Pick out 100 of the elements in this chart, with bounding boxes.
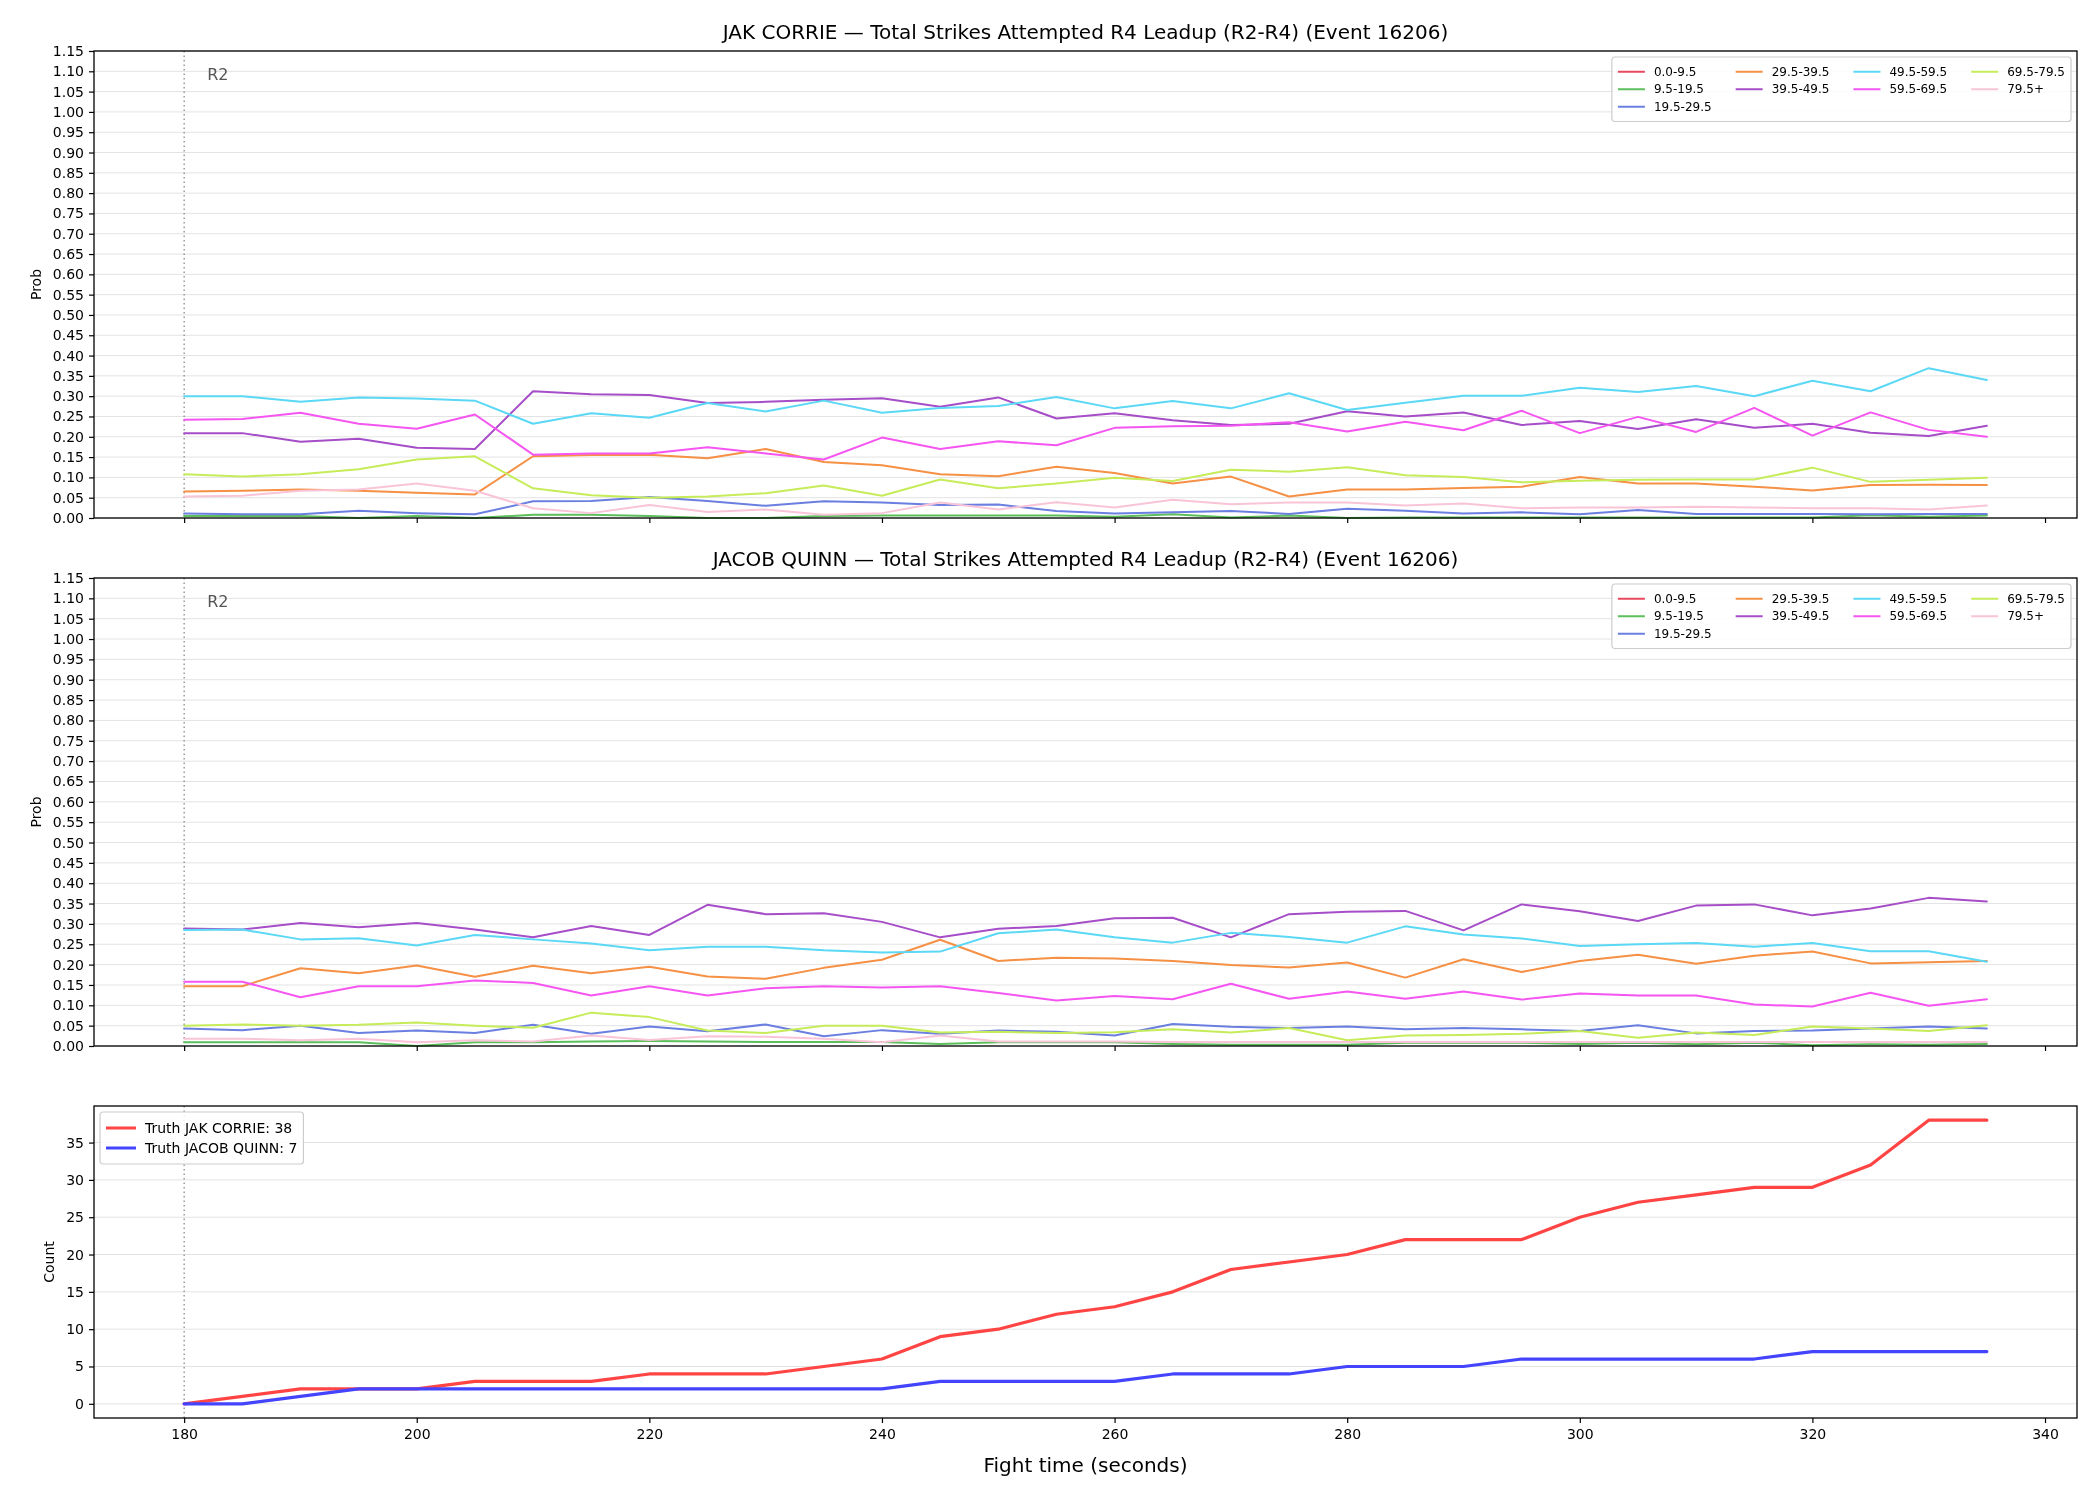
legend-label: 39.5-49.5 [1771, 82, 1830, 97]
y-tick-label: 0.50 [52, 834, 84, 851]
y-tick-label: 1.05 [52, 83, 84, 100]
line-series [183, 938, 1988, 988]
y-tick-label: 0.50 [52, 306, 84, 323]
line-series [183, 390, 1988, 450]
line-series [183, 1034, 1988, 1044]
line-series [183, 925, 1988, 963]
x-tick-label: 200 [403, 1425, 431, 1442]
x-tick-label: 220 [636, 1425, 664, 1442]
y-tick-label: 0.45 [52, 327, 84, 344]
y-tick-label: 0.70 [52, 753, 84, 770]
y-tick-label: 30 [66, 1171, 84, 1188]
y-tick-label: 1.10 [52, 63, 84, 80]
x-tick-label: 300 [1566, 1425, 1594, 1442]
legend-label: 59.5-69.5 [1889, 609, 1948, 624]
y-tick-label: 0.70 [52, 225, 84, 242]
line-series [183, 1023, 1988, 1038]
legend-label: 49.5-59.5 [1889, 64, 1948, 79]
y-tick-label: 0.20 [52, 956, 84, 973]
line-series [183, 406, 1988, 461]
x-tick-label: 240 [869, 1425, 896, 1442]
line-series [183, 367, 1988, 425]
y-tick-label: 0.15 [52, 449, 84, 466]
y-axis-title: Prob [27, 268, 44, 301]
chart-title: JACOB QUINN — Total Strikes Attempted R4 Leadup (R2-R4) (Event 16206) [710, 547, 1459, 571]
y-tick-label: 1.00 [52, 631, 84, 648]
legend-label: 9.5-19.5 [1653, 82, 1705, 97]
x-tick-label: 320 [1799, 1425, 1827, 1442]
line-series [183, 896, 1988, 939]
y-tick-label: 0.00 [52, 509, 84, 526]
x-tick-label: 260 [1101, 1425, 1129, 1442]
y-tick-label: 0.05 [52, 1017, 84, 1034]
y-tick-label: 10 [66, 1321, 84, 1338]
y-axis-title: Prob [27, 796, 44, 828]
y-tick-label: 0.10 [52, 997, 84, 1014]
y-tick-label: 1.00 [52, 103, 84, 120]
x-tick-label: 280 [1334, 1425, 1362, 1442]
y-tick-label: 1.15 [52, 569, 84, 586]
y-tick-label: 0.85 [52, 692, 84, 709]
y-tick-label: 0.30 [52, 388, 84, 405]
legend-label: 19.5-29.5 [1653, 99, 1712, 114]
y-tick-label: 0.35 [52, 895, 84, 912]
y-tick-label: 0.65 [52, 246, 84, 263]
legend-label: 79.5+ [2007, 609, 2044, 624]
y-tick-label: 1.05 [52, 610, 84, 627]
y-tick-label: 0.60 [52, 793, 84, 810]
y-tick-label: 0.90 [52, 144, 84, 161]
y-tick-label: 0.40 [52, 347, 84, 364]
legend-label: 9.5-19.5 [1653, 609, 1705, 624]
chart-title: JAK CORRIE — Total Strikes Attempted R4 Leadup (R2-R4) (Event 16206) [720, 20, 1449, 44]
y-tick-label: 0.65 [52, 773, 84, 790]
line-series [183, 447, 1988, 498]
line-series [183, 1011, 1988, 1042]
y-tick-label: 1.10 [52, 590, 84, 607]
y-tick-label: 0.75 [52, 205, 84, 222]
y-tick-label: 0.30 [52, 915, 84, 932]
y-tick-label: 35 [66, 1134, 84, 1151]
legend-label: 19.5-29.5 [1653, 626, 1712, 641]
y-tick-label: 0.80 [52, 712, 84, 729]
legend-label: 59.5-69.5 [1889, 82, 1948, 97]
y-tick-label: 0.45 [52, 854, 84, 871]
y-tick-label: 0.55 [52, 286, 84, 303]
legend-label: 69.5-79.5 [2007, 64, 2065, 79]
y-tick-label: 20 [66, 1246, 84, 1263]
line-series [183, 979, 1988, 1008]
legend-label: 69.5-79.5 [2007, 591, 2065, 606]
legend-label: Truth JAK CORRIE: 38 [144, 1119, 293, 1136]
y-tick-label: 0.10 [52, 469, 84, 486]
line-series [182, 1349, 1989, 1406]
y-tick-label: 0.20 [52, 428, 84, 445]
legend-label: 0.0-9.5 [1653, 64, 1697, 79]
x-tick-label: 180 [171, 1425, 198, 1442]
legend-label: 49.5-59.5 [1889, 591, 1948, 606]
y-tick-label: 0.05 [52, 489, 84, 506]
y-tick-label: 5 [75, 1358, 84, 1375]
y-tick-label: 0.60 [52, 266, 84, 283]
line-series [183, 455, 1988, 499]
y-tick-label: 0.95 [52, 651, 84, 668]
legend-label: 29.5-39.5 [1771, 64, 1830, 79]
x-axis-title: Fight time (seconds) [983, 1453, 1188, 1477]
legend-label: 29.5-39.5 [1771, 591, 1830, 606]
y-tick-label: 0.80 [52, 185, 84, 202]
y-tick-label: 0.35 [52, 367, 84, 384]
y-tick-label: 0 [75, 1395, 84, 1412]
y-tick-label: 0.75 [52, 732, 84, 749]
ref-line-label: R2 [207, 592, 229, 611]
y-tick-label: 1.15 [52, 42, 84, 59]
legend-label: Truth JACOB QUINN: 7 [144, 1139, 298, 1156]
y-tick-label: 0.95 [52, 124, 84, 141]
y-tick-label: 0.55 [52, 814, 84, 831]
y-tick-label: 0.85 [52, 164, 84, 181]
y-tick-label: 0.15 [52, 976, 84, 993]
legend-label: 0.0-9.5 [1653, 591, 1697, 606]
legend-label: 39.5-49.5 [1771, 609, 1830, 624]
y-tick-label: 15 [66, 1283, 84, 1300]
y-tick-label: 25 [66, 1209, 84, 1226]
y-tick-label: 0.25 [52, 936, 84, 953]
y-tick-label: 0.00 [52, 1037, 84, 1054]
ref-line-label: R2 [207, 65, 229, 84]
